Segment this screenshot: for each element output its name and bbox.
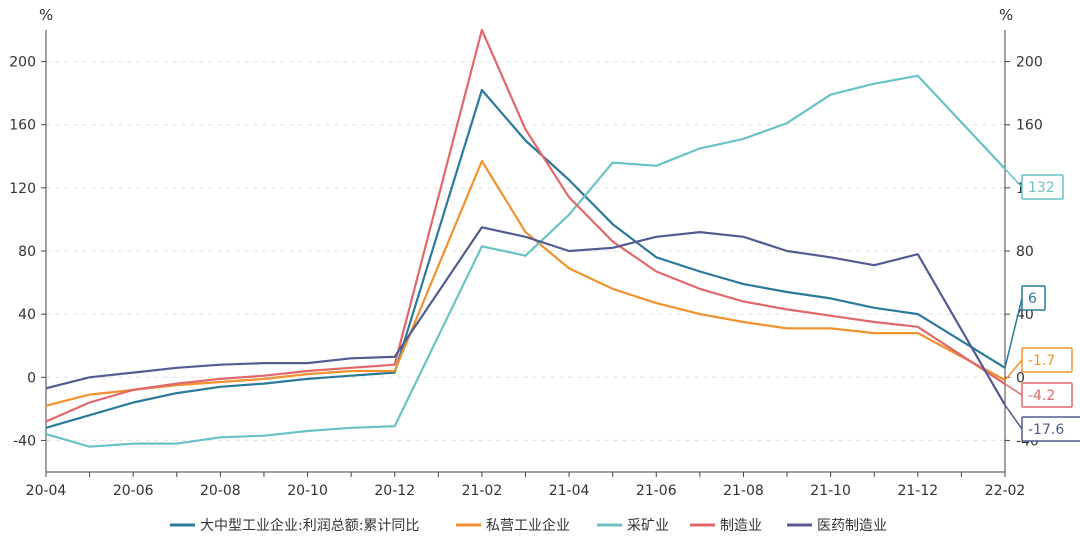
y-tick-label-right: 0 <box>1016 370 1025 386</box>
legend-label: 制造业 <box>720 518 762 534</box>
series-line <box>45 28 1006 423</box>
end-label-group: 132 <box>1004 168 1064 200</box>
legend-label: 私营工业企业 <box>486 517 570 534</box>
x-tick-label: 20-12 <box>374 483 415 499</box>
x-tick-label: 22-02 <box>985 483 1026 499</box>
y-tick-label-left: 0 <box>27 370 36 386</box>
y-tick-label-left: 200 <box>9 55 36 71</box>
end-value-label: -4.2 <box>1028 388 1055 404</box>
end-value-label: -17.6 <box>1028 422 1064 438</box>
grid-lines <box>46 61 1005 441</box>
end-label-box <box>1021 174 1064 200</box>
end-value-label: 132 <box>1028 180 1055 196</box>
y-tick-label-right: 160 <box>1016 118 1043 134</box>
end-value-label: -1.7 <box>1028 353 1055 369</box>
end-value-labels: 6 -1.7 132 -4.2 -17.6 <box>1004 168 1080 442</box>
y-tick-label-left: 40 <box>18 307 36 323</box>
legend-label: 采矿业 <box>627 518 669 534</box>
y-tick-label-right: 40 <box>1016 307 1034 323</box>
x-tick-label: 21-08 <box>723 483 764 499</box>
end-value-label: 6 <box>1028 291 1037 307</box>
end-label-leader <box>1004 168 1023 188</box>
x-tick-label: 21-02 <box>462 483 503 499</box>
y-axis-right-unit: % <box>999 6 1013 24</box>
series-line <box>45 159 1006 407</box>
y-tick-label-right: 200 <box>1016 55 1043 71</box>
x-tick-label: 20-04 <box>26 483 67 499</box>
x-tick-label: 21-10 <box>810 483 851 499</box>
end-label-group: -1.7 <box>1004 347 1073 381</box>
x-tick-label: 21-12 <box>897 483 938 499</box>
legend-item[interactable]: 大中型工业企业:利润总额:累计同比 <box>170 517 419 534</box>
legend-label: 医药制造业 <box>817 518 887 534</box>
end-label-box <box>1021 347 1073 373</box>
end-label-group: 6 <box>1004 285 1046 368</box>
end-label-leader <box>1004 404 1023 430</box>
end-label-box <box>1021 382 1073 408</box>
end-label-leader <box>1004 297 1023 368</box>
end-label-leader <box>1004 359 1023 381</box>
legend-item[interactable]: 采矿业 <box>597 518 669 534</box>
y-tick-label-left: -40 <box>13 433 36 449</box>
x-tick-label: 20-08 <box>200 483 241 499</box>
series-line <box>45 226 1006 406</box>
x-tick-label: 20-06 <box>113 483 154 499</box>
end-label-group: -17.6 <box>1004 404 1080 442</box>
y-tick-label-left: 160 <box>9 118 36 134</box>
legend-item[interactable]: 私营工业企业 <box>456 517 570 534</box>
y-tick-label-right: 80 <box>1016 244 1034 260</box>
series-lines <box>45 28 1006 448</box>
legend-item[interactable]: 制造业 <box>690 518 762 534</box>
legend-label: 大中型工业企业:利润总额:累计同比 <box>200 517 419 534</box>
series-line <box>45 74 1006 448</box>
axes: % % -40-40004040808012012016016020020020… <box>9 6 1042 499</box>
end-label-leader <box>1004 383 1023 396</box>
y-axis-left-unit: % <box>39 6 53 24</box>
x-tick-label: 21-04 <box>549 483 590 499</box>
x-tick-label: 21-06 <box>636 483 677 499</box>
y-tick-label-left: 80 <box>18 244 36 260</box>
series-line <box>45 88 1006 429</box>
legend-item[interactable]: 医药制造业 <box>787 518 887 534</box>
end-label-box <box>1021 285 1046 311</box>
end-label-group: -4.2 <box>1004 382 1073 408</box>
end-label-box <box>1021 416 1080 442</box>
legend: 大中型工业企业:利润总额:累计同比 私营工业企业 采矿业 制造业 医药制造业 <box>170 517 887 534</box>
y-tick-label-left: 120 <box>9 181 36 197</box>
x-tick-label: 20-10 <box>287 483 328 499</box>
